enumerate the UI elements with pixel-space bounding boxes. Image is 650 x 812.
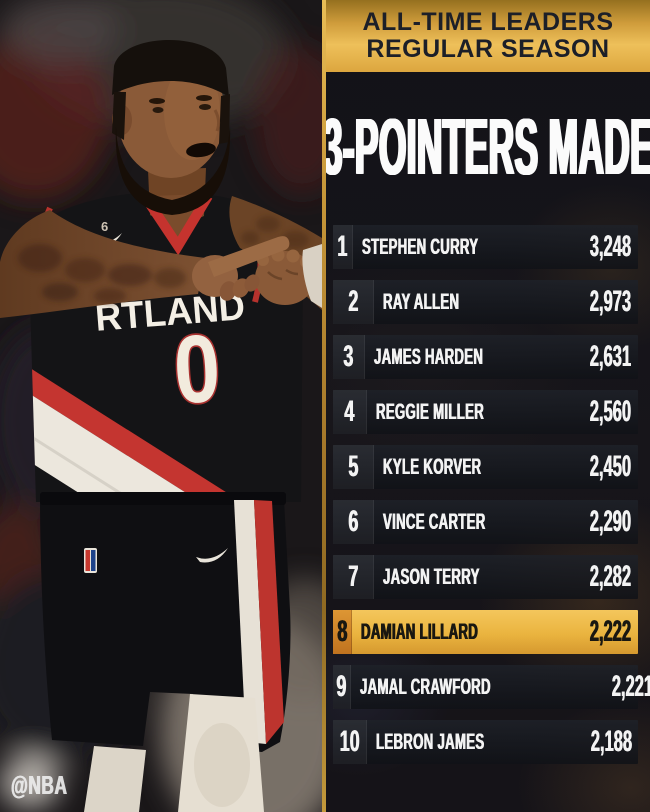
leaderboard-row: 6 VINCE CARTER 2,290 [333,500,638,544]
leaderboard-row: 1 STEPHEN CURRY 3,248 [333,225,638,269]
leaderboard-row: 7 JASON TERRY 2,282 [333,555,638,599]
jersey-number: 0 [171,315,223,424]
player-name: JAMAL CRAWFORD [359,674,491,699]
nba-logo-patch [84,548,97,573]
shorts-stripe-white [234,500,266,744]
leaderboard-row: 4 REGGIE MILLER 2,560 [333,390,638,434]
player-name: KYLE KORVER [383,454,482,479]
neckline-trim [141,193,213,256]
rank-cell: 7 [333,555,374,599]
eyebrow [149,98,165,104]
player-name: RAY ALLEN [383,289,460,314]
rank-cell: 8 [333,610,352,654]
fist [255,251,315,305]
banner-line2: REGULAR SEASON [366,35,610,63]
nba-watermark: @NBA [11,770,68,800]
wrist-tape [302,244,322,308]
rank-cell: 5 [333,445,374,489]
leaderboard-row-highlighted: 8 DAMIAN LILLARD 2,222 [333,610,638,654]
leaderboard-list: 1 STEPHEN CURRY 3,248 2 RAY ALLEN 2,973 … [333,225,650,775]
rank-cell: 2 [333,280,374,324]
list-title: 3-POINTERS MADE [326,102,650,191]
player-value: 2,631 [589,340,631,373]
player-value: 2,282 [589,560,631,593]
eye [199,104,211,110]
player-value: 2,221 [611,670,650,703]
index-finger [208,236,290,277]
shorts-swoosh-icon [196,548,228,563]
banner: ALL-TIME LEADERS REGULAR SEASON [326,0,650,72]
player-illustration: RTLAND 0 6 [0,0,322,812]
rank-cell: 10 [333,720,368,764]
player-value: 2,222 [589,615,631,648]
beard [115,126,231,215]
player-name: VINCE CARTER [383,509,486,534]
leaderboard-row: 5 KYLE KORVER 2,450 [333,445,638,489]
player-name: REGGIE MILLER [375,399,484,424]
player-value: 2,290 [589,505,631,538]
player-name: STEPHEN CURRY [361,234,479,259]
tattoos [18,244,186,304]
player-name: DAMIAN LILLARD [360,619,478,644]
jersey-sash-red [28,330,303,502]
banner-line1: ALL-TIME LEADERS [362,8,614,36]
rank-cell: 6 [333,500,374,544]
player-name: JASON TERRY [383,564,480,589]
rank-cell: 1 [333,225,353,269]
player-value: 2,973 [589,285,631,318]
leaderboard-row: 9 JAMAL CRAWFORD 2,221 [333,665,650,709]
jersey-sash-white [28,356,303,502]
player-name: LEBRON JAMES [376,729,485,754]
player-value: 2,560 [589,395,631,428]
leaderboard-row: 3 JAMES HARDEN 2,631 [333,335,638,379]
left-leg [84,746,146,812]
player-photo: RTLAND 0 6 [0,0,322,812]
player-value: 3,248 [589,230,631,263]
eyebrow [196,95,212,101]
rank-cell: 3 [333,335,365,379]
leaderboard-row: 2 RAY ALLEN 2,973 [333,280,638,324]
jersey-patch: 6 [101,219,108,234]
shorts-stripe-red [254,500,284,744]
mustache [186,142,216,158]
player-name: JAMES HARDEN [373,344,484,369]
waistband [40,492,286,505]
leaderboard-panel: ALL-TIME LEADERS REGULAR SEASON 3-POINTE… [326,0,650,812]
shorts [40,496,291,752]
player-value: 2,188 [590,725,633,758]
hair [112,40,229,97]
player-value: 2,450 [589,450,631,483]
rank-cell: 4 [333,390,367,434]
rank-cell: 9 [333,665,351,709]
gold-divider [322,0,326,812]
leaderboard-row: 10 LEBRON JAMES 2,188 [333,720,638,764]
eye [152,107,164,113]
